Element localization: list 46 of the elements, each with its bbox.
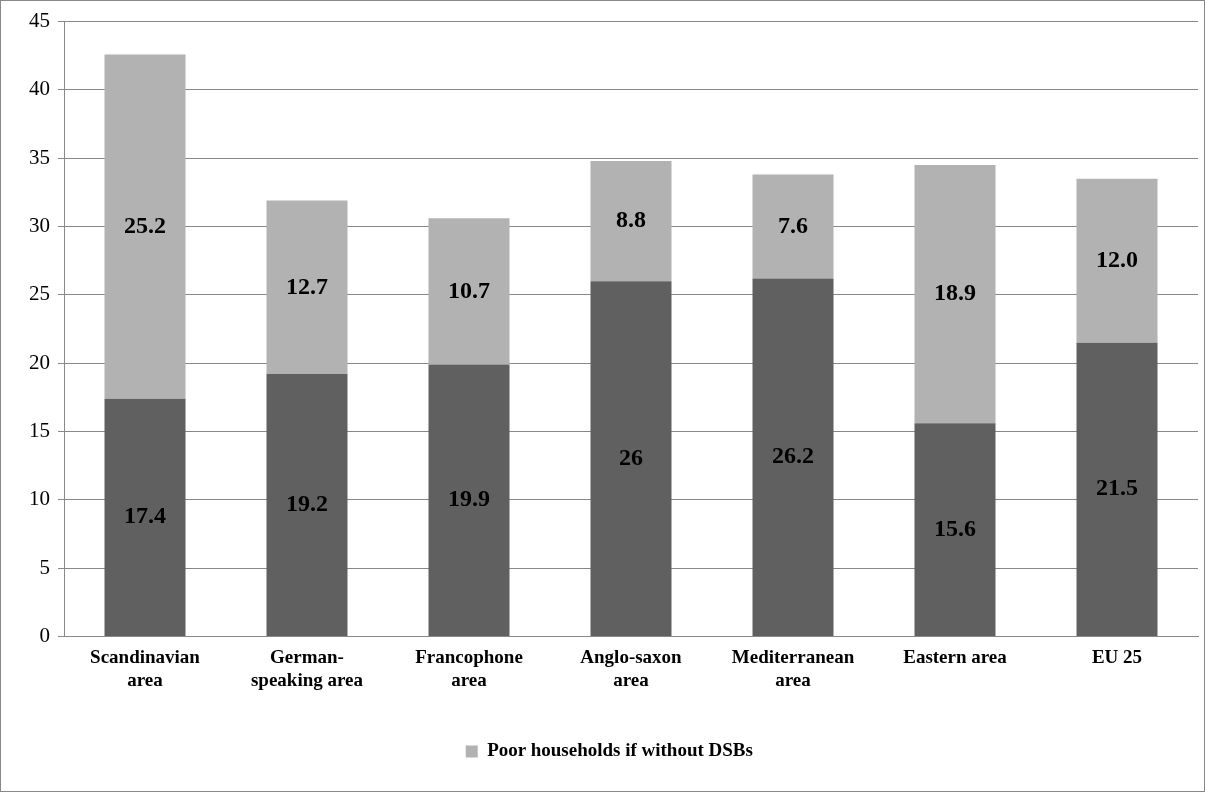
data-label: 15.6: [934, 514, 976, 541]
legend-label: Poor households if without DSBs: [487, 739, 753, 761]
y-tick-label: 0: [39, 622, 50, 647]
y-tick-label: 5: [39, 554, 50, 579]
y-tick-label: 40: [29, 76, 50, 101]
data-label: 8.8: [616, 206, 646, 233]
bar: [752, 278, 834, 636]
y-tick-label: 10: [29, 486, 50, 511]
data-label: 21.5: [1096, 474, 1138, 501]
x-tick-label: Francophone area: [415, 645, 523, 690]
y-tick-label: 15: [29, 417, 50, 442]
x-tick-label: Scandinavian area: [90, 645, 201, 690]
bar: [266, 200, 348, 375]
data-label: 12.7: [286, 272, 328, 299]
y-tick-label: 30: [29, 213, 50, 238]
y-tick-label: 20: [29, 349, 50, 374]
data-label: 19.2: [286, 490, 328, 517]
bar: [428, 364, 510, 636]
data-label: 12.0: [1096, 245, 1138, 272]
x-tick-label: German-speaking area: [250, 645, 364, 690]
y-tick-label: 25: [29, 281, 50, 306]
bar: [104, 398, 186, 636]
data-label: 26: [619, 443, 643, 470]
y-tick-label: 35: [29, 144, 50, 169]
bar: [104, 54, 186, 399]
bar: [590, 281, 672, 636]
bar: [590, 160, 672, 282]
data-label: 7.6: [778, 211, 808, 238]
bar: [1076, 342, 1158, 636]
x-tick-label: Anglo-saxon area: [580, 645, 683, 690]
data-label: 19.9: [448, 485, 490, 512]
data-label: 25.2: [124, 211, 166, 238]
bar: [752, 174, 834, 279]
x-tick-label: EU 25: [1091, 645, 1143, 667]
bar: [914, 165, 996, 424]
x-tick-label: Eastern area: [903, 645, 1008, 667]
bar: [428, 218, 510, 365]
data-label: 26.2: [772, 442, 814, 469]
data-label: 18.9: [934, 279, 976, 306]
data-label: 10.7: [448, 276, 490, 303]
data-label: 17.4: [124, 502, 166, 529]
bar: [266, 374, 348, 636]
bar: [914, 423, 996, 636]
x-tick-label: Mediterranean area: [731, 645, 855, 690]
bar: [1076, 178, 1158, 343]
y-tick-label: 45: [29, 8, 50, 33]
